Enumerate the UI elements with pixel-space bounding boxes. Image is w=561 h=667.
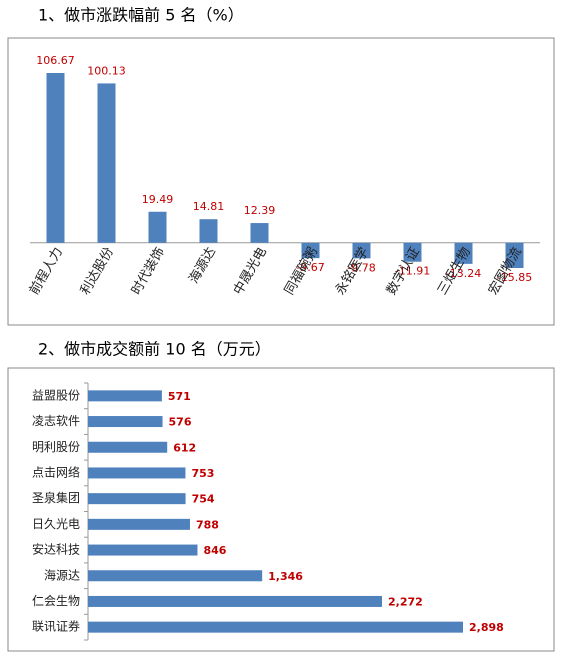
bar bbox=[454, 242, 473, 264]
y-tick-label: 明利股份 bbox=[32, 440, 80, 454]
bar bbox=[505, 242, 524, 268]
data-label: 1,346 bbox=[268, 570, 303, 583]
y-tick-label: 凌志软件 bbox=[32, 414, 80, 428]
y-tick-label: 仁会生物 bbox=[32, 594, 80, 608]
y-tick-label: 圣泉集团 bbox=[32, 490, 80, 505]
data-label: 19.49 bbox=[142, 193, 174, 206]
bar bbox=[88, 595, 382, 607]
data-label: -15.85 bbox=[497, 271, 532, 284]
bar bbox=[88, 441, 168, 453]
data-label: -9.67 bbox=[296, 261, 324, 274]
bar bbox=[88, 544, 198, 556]
data-label: 12.39 bbox=[244, 204, 276, 217]
data-label: 2,272 bbox=[388, 595, 423, 608]
bar bbox=[88, 518, 190, 530]
chart-title: 2、做市成交额前 10 名（万元） bbox=[38, 340, 271, 359]
bar bbox=[301, 242, 320, 259]
bar bbox=[88, 493, 186, 505]
y-tick-label: 日久光电 bbox=[32, 517, 80, 531]
chart-frame bbox=[7, 367, 555, 652]
bar bbox=[46, 73, 65, 243]
y-tick-label: 海源达 bbox=[44, 567, 80, 582]
data-label: -13.24 bbox=[446, 267, 481, 280]
data-label: 753 bbox=[191, 467, 214, 480]
bar bbox=[403, 242, 422, 262]
bar bbox=[199, 219, 218, 243]
bar bbox=[250, 223, 269, 243]
bar bbox=[88, 621, 463, 633]
bar bbox=[97, 83, 116, 243]
chart-title: 1、做市涨跌幅前 5 名（%） bbox=[38, 6, 244, 25]
data-label: -11.91 bbox=[395, 265, 430, 278]
data-label: 754 bbox=[192, 493, 215, 506]
bar bbox=[88, 570, 263, 582]
y-tick-label: 安达科技 bbox=[32, 542, 80, 557]
y-tick-label: 联讯证券 bbox=[32, 619, 80, 634]
data-label: 576 bbox=[169, 416, 192, 429]
data-label: 2,898 bbox=[469, 621, 504, 634]
data-label: 106.67 bbox=[36, 54, 75, 67]
bar bbox=[352, 242, 371, 259]
data-label: 846 bbox=[203, 544, 226, 557]
bar bbox=[88, 390, 162, 402]
data-label: 788 bbox=[196, 518, 219, 531]
data-label: -9.78 bbox=[347, 261, 375, 274]
data-label: 100.13 bbox=[87, 64, 126, 77]
y-tick-label: 点击网络 bbox=[32, 464, 80, 479]
bar bbox=[88, 467, 186, 479]
data-label: 612 bbox=[173, 441, 196, 454]
bar bbox=[88, 416, 163, 428]
data-label: 571 bbox=[168, 390, 191, 403]
y-tick-label: 益盟股份 bbox=[32, 388, 80, 402]
data-label: 14.81 bbox=[193, 200, 225, 213]
bar bbox=[148, 211, 167, 243]
